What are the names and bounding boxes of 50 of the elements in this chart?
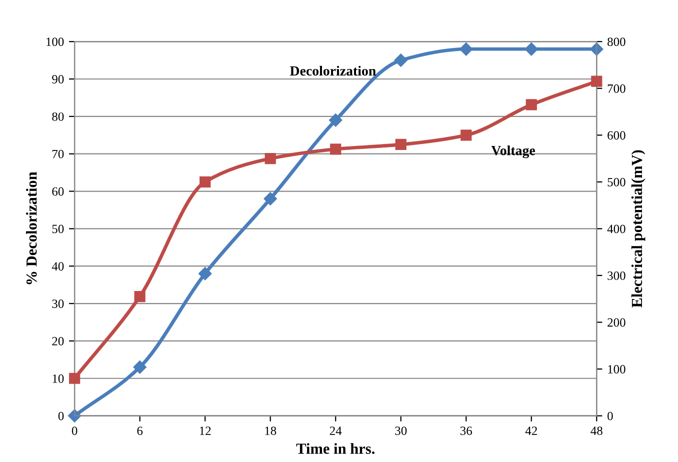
x-tick-label: 36 bbox=[460, 426, 472, 436]
y-tick-label: 20 bbox=[52, 336, 64, 346]
x-tick-label: 30 bbox=[395, 426, 407, 436]
x-tick-label: 48 bbox=[590, 426, 602, 436]
point bbox=[526, 99, 537, 110]
point bbox=[133, 360, 146, 374]
y-tick-label: 60 bbox=[52, 187, 64, 196]
y2-tick-label: 300 bbox=[608, 271, 626, 280]
point bbox=[460, 130, 472, 141]
point bbox=[198, 267, 212, 280]
x-axis-title: Time in hrs. bbox=[296, 443, 374, 454]
y2-tick-label: 800 bbox=[608, 38, 626, 46]
y-tick-label: 90 bbox=[52, 75, 64, 84]
point bbox=[69, 372, 80, 384]
y-tick-label: 0 bbox=[58, 412, 64, 420]
y2-tick-label: 100 bbox=[608, 365, 626, 374]
point bbox=[200, 176, 211, 188]
y-tick-label: 10 bbox=[52, 374, 64, 383]
point bbox=[330, 144, 342, 155]
point bbox=[134, 290, 146, 302]
y2-tick-label: 700 bbox=[608, 84, 626, 93]
point bbox=[329, 114, 342, 127]
y-tick-label: 30 bbox=[52, 300, 64, 308]
x-tick-label: 18 bbox=[265, 426, 276, 436]
y-axis-title: % Decolorization bbox=[26, 172, 37, 284]
y-tick-label: 40 bbox=[52, 262, 64, 271]
point bbox=[591, 76, 602, 87]
x-tick-label: 0 bbox=[72, 426, 78, 436]
series-label: Decolorization bbox=[290, 66, 376, 76]
y-tick-label: 70 bbox=[52, 150, 64, 158]
y2-tick-label: 0 bbox=[608, 412, 613, 420]
point bbox=[395, 138, 406, 150]
y2-tick-label: 500 bbox=[608, 178, 626, 186]
point bbox=[264, 152, 276, 164]
y-tick-label: 50 bbox=[52, 224, 64, 234]
series-label: Voltage bbox=[491, 145, 536, 158]
point bbox=[460, 42, 473, 56]
y2-tick-label: 600 bbox=[608, 131, 626, 140]
y2-tick-label: 200 bbox=[608, 318, 626, 327]
point bbox=[394, 54, 408, 67]
y2-axis-title: Electrical potential(mV) bbox=[631, 150, 646, 308]
y-tick-label: 100 bbox=[46, 38, 64, 46]
y-tick-label: 80 bbox=[52, 112, 64, 121]
point bbox=[264, 192, 277, 206]
point bbox=[524, 42, 538, 56]
x-tick-label: 24 bbox=[330, 426, 342, 435]
y2-tick-label: 400 bbox=[607, 224, 626, 234]
x-tick-label: 6 bbox=[137, 426, 143, 436]
x-tick-label: 12 bbox=[200, 426, 211, 435]
x-tick-label: 42 bbox=[525, 426, 537, 435]
